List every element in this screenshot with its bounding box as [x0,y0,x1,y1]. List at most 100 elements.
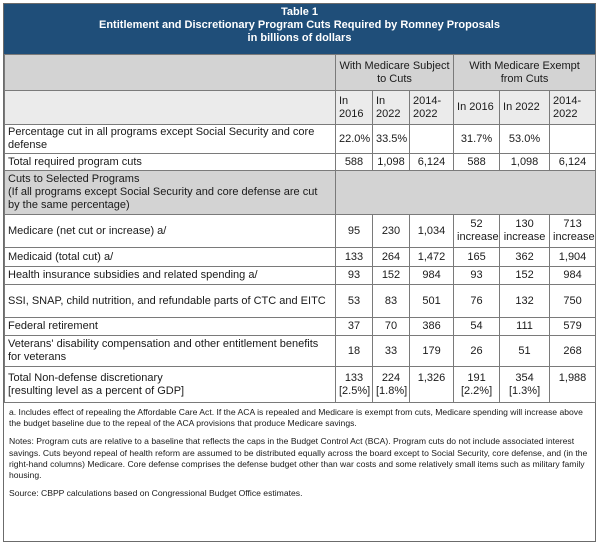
cell [549,124,597,154]
cell: 1,904 [549,247,597,267]
cell: 52 increase [453,214,501,248]
row-label: Health insurance subsidies and related s… [4,266,336,285]
cell: 93 [335,266,373,285]
cell: 230 [372,214,410,248]
cell-value: 52 [470,218,483,230]
cell: 133 [335,247,373,267]
gdp-percent: [1.8%] [376,384,408,397]
gdp-percent: [2.2%] [460,384,493,397]
table-header: Table 1 Entitlement and Discretionary Pr… [4,4,595,54]
table-row: Health insurance subsidies and related s… [4,266,597,285]
cell: 588 [453,153,501,171]
cell: 984 [408,266,455,285]
cell: 54 [453,317,501,336]
cell-value: 191 [467,371,486,384]
cell: 386 [408,317,455,336]
group-header: With Medicare Exempt from Cuts [453,54,597,91]
cell-value: 354 [515,371,534,384]
cell: 191 [2.2%] [453,366,501,403]
cell: 6,124 [408,153,455,171]
cell: 53.0% [499,124,551,154]
cell-value: 713 [563,218,582,230]
source-text: Source: CBPP calculations based on Congr… [9,488,303,499]
row-label: Medicare (net cut or increase) a/ [4,214,336,248]
cell-value: 133 [344,371,364,384]
cell: 18 [335,335,373,367]
column-header: In 2016 [335,90,373,125]
label-header [4,90,336,125]
cell: 111 [499,317,551,336]
cell-value: 1,988 [558,371,587,384]
cell: 83 [372,284,410,318]
table-row: Medicare (net cut or increase) a/ 95 230… [4,214,597,248]
cell: 130 increase [499,214,551,248]
row-label: Federal retirement [4,317,336,336]
table-row: Medicaid (total cut) a/ 133 264 1,472 16… [4,247,597,267]
cell: 152 [499,266,551,285]
table-row: Total Non-defense discretionary [resultin… [4,366,597,403]
cell: 588 [335,153,373,171]
gdp-percent: [1.3%] [508,384,541,397]
cell: 984 [549,266,597,285]
notes-text: Notes: Program cuts are relative to a ba… [9,436,588,481]
column-header: In 2016 [453,90,501,125]
cuts-table: With Medicare Subject to Cuts With Medic… [4,54,597,403]
cell: 362 [499,247,551,267]
cell: 76 [453,284,501,318]
table-number: Table 1 [280,6,319,18]
table-title: Entitlement and Discretionary Program Cu… [99,19,500,31]
cell: 53 [335,284,373,318]
cell: 579 [549,317,597,336]
row-label: Veterans' disability compensation and ot… [4,335,336,367]
table-row: Veterans' disability compensation and ot… [4,335,597,367]
gdp-percent: [2.5%] [339,384,371,397]
column-header: In 2022 [499,90,551,125]
increase-label: increase [503,231,546,243]
row-label: Percentage cut in all programs except So… [4,124,336,154]
column-header-row: In 2016 In 2022 2014-2022 In 2016 In 202… [4,90,597,125]
cell: 179 [408,335,455,367]
section-header: Cuts to Selected Programs (If all progra… [4,170,336,215]
cell [408,124,455,154]
row-label: Total Non-defense discretionary [resultin… [4,366,336,403]
cell: 224 [1.8%] [372,366,410,403]
cell: 713 increase [549,214,597,248]
cell: 152 [372,266,410,285]
row-label: SSI, SNAP, child nutrition, and refundab… [4,284,336,318]
cell: 95 [335,214,373,248]
cell: 1,326 [408,366,455,403]
cell: 264 [372,247,410,267]
group-header: With Medicare Subject to Cuts [334,54,455,91]
column-header: 2014-2022 [408,90,455,125]
table-row: Total required program cuts 588 1,098 6,… [4,153,597,171]
cell: 1,098 [499,153,551,171]
cell: 31.7% [453,124,501,154]
section-row: Cuts to Selected Programs (If all progra… [4,170,597,215]
cell: 1,988 [549,366,597,403]
cell: 1,472 [408,247,455,267]
cell: 354 [1.3%] [499,366,551,403]
cell: 501 [408,284,455,318]
row-label: Medicaid (total cut) a/ [4,247,336,267]
group-header-row: With Medicare Subject to Cuts With Medic… [4,54,597,91]
cell: 165 [453,247,501,267]
cell-value: 1,326 [417,371,446,384]
cell: 750 [549,284,597,318]
cell: 70 [372,317,410,336]
cell: 26 [453,335,501,367]
table-frame: Table 1 Entitlement and Discretionary Pr… [3,3,597,542]
cell: 33.5% [372,124,410,154]
cell: 51 [499,335,551,367]
increase-label: increase [553,231,595,243]
cell-value: 130 [515,218,534,230]
column-header: 2014-2022 [549,90,597,125]
cell: 1,098 [372,153,410,171]
cell: 37 [335,317,373,336]
table-row: SSI, SNAP, child nutrition, and refundab… [4,284,597,318]
section-title: Cuts to Selected Programs [8,173,140,185]
table-row: Federal retirement 37 70 386 54 111 579 [4,317,597,336]
cell: 1,034 [408,214,455,248]
increase-label: increase [457,231,499,243]
cell-value: 224 [381,371,401,384]
cell: 22.0% [335,124,373,154]
